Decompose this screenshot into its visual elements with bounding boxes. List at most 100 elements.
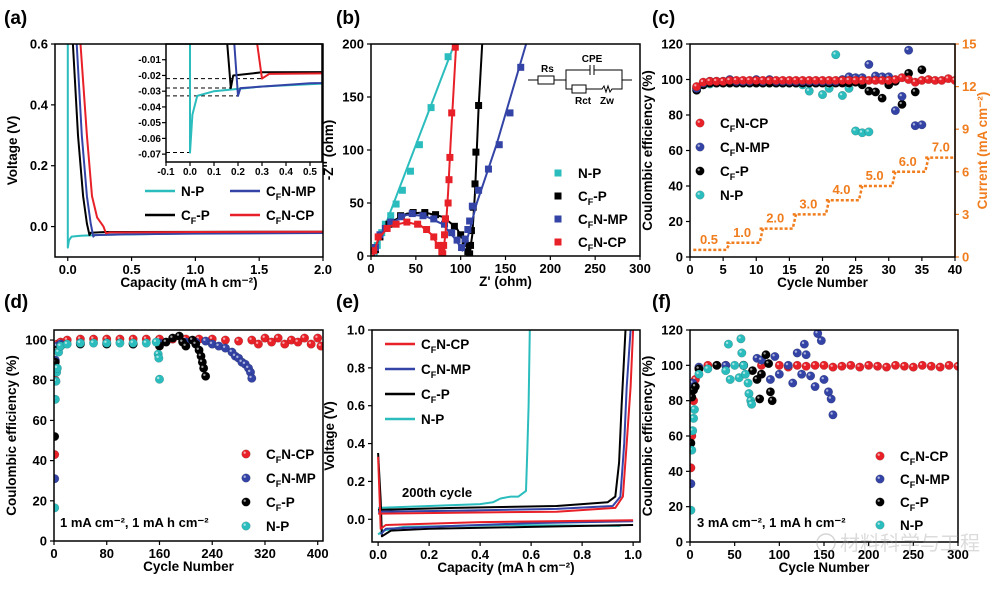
data-point-cfn-cp-highlight	[919, 362, 923, 366]
legend-label-rest: -P	[281, 495, 295, 510]
data-point-cf-p-highlight	[767, 389, 771, 392]
data-point-cfn-mp-highlight	[886, 74, 889, 77]
data-point-cfn-cp-highlight	[694, 84, 697, 87]
data-point-cf-p-highlight	[912, 89, 916, 92]
data-point-cfn-mp-highlight	[794, 350, 798, 353]
data-point-cf-p-highlight	[714, 362, 717, 366]
data-point-n-p	[730, 360, 740, 370]
data-point-cfn-cp-highlight	[866, 362, 869, 366]
data-point-cfn-cp-highlight	[262, 335, 265, 338]
discharge-curve-cfn-cp	[377, 456, 634, 530]
legend-item-n-p: N-P	[554, 166, 601, 181]
data-point-n-p	[703, 364, 713, 374]
legend-label-c: C	[578, 235, 588, 250]
data-point-n-p	[75, 338, 85, 348]
data-point-cfn-cp-highlight	[892, 362, 896, 366]
data-point-cf-p-highlight	[692, 384, 696, 387]
data-point-cfn-cp-highlight	[839, 363, 842, 367]
data-point-n-p-highlight	[56, 349, 59, 353]
data-point-cfn-cp-highlight	[910, 364, 914, 367]
data-point-cfn-mp-highlight	[825, 389, 829, 392]
data-point-cfn-cp	[801, 361, 811, 371]
panel-label: (a)	[4, 8, 27, 29]
x-tick-label: 1.5	[250, 262, 268, 277]
data-point-cfn-cp-highlight	[806, 77, 810, 81]
y-tick-label: 0.0	[347, 512, 365, 527]
plot-area	[377, 330, 635, 538]
current-step-label: 6.0	[899, 154, 917, 169]
data-point-cf-p-highlight	[750, 368, 753, 371]
data-point-cfn-mp	[453, 236, 461, 244]
x-tick-label: 25	[848, 262, 862, 277]
data-point-cfn-cp	[273, 333, 283, 343]
data-point-cfn-cp-highlight	[873, 77, 876, 81]
data-point-n-p-highlight	[736, 375, 740, 378]
x-tick-label: 0.0	[183, 167, 197, 178]
y-tick-label: 100	[342, 143, 364, 158]
plot-area	[54, 331, 323, 513]
legend-label-sub: F	[276, 503, 282, 513]
data-point-cf-p-highlight	[183, 343, 186, 346]
data-point-cf-p-highlight	[176, 333, 180, 336]
legend-dot-swatch-highlight	[243, 523, 246, 526]
resistor-rct	[571, 84, 587, 94]
y-tick-label: -0.07	[138, 150, 161, 161]
legend-item-cf-p: CF-P	[241, 495, 295, 513]
legend-label: CFN-CP	[421, 337, 469, 355]
data-point-cfn-cp-highlight	[77, 336, 81, 339]
y-tick-label: 40	[669, 179, 683, 194]
legend-item-cfn-mp: CFN-MP	[875, 472, 950, 490]
data-point-n-p-highlight	[725, 341, 729, 345]
legend-dot-swatch-highlight	[877, 453, 880, 456]
data-point-cfn-mp	[408, 210, 416, 218]
data-point-cfn-cp	[392, 220, 400, 228]
y-tick-label: 50	[350, 196, 364, 211]
data-point-n-p	[837, 90, 847, 101]
data-point-n-p	[406, 167, 414, 175]
legend-label-rest: -P	[436, 387, 450, 402]
legend-label-sub: F	[910, 503, 916, 513]
data-point-cf-p-highlight	[919, 67, 922, 70]
data-point-cfn-mp-highlight	[249, 375, 252, 379]
legend-label-rest: -P	[735, 164, 749, 179]
x-tick-label: -0.1	[157, 167, 175, 178]
data-point-cfn-cp-highlight	[945, 76, 949, 79]
y-tick-label: 200	[342, 37, 364, 52]
legend-label-c: C	[266, 495, 276, 510]
right-y-tick-label: 15	[962, 37, 976, 52]
data-point-cfn-mp-highlight	[785, 362, 789, 366]
y-axis-title: -Z'' (ohm)	[321, 120, 336, 180]
legend-label-sub: F	[588, 220, 594, 230]
data-point-cf-p	[475, 101, 483, 109]
data-point-cfn-mp	[495, 141, 503, 149]
x-tick-label: 20	[815, 262, 829, 277]
x-tick-label: 0.5	[123, 262, 141, 277]
circuit-label-zw: Zw	[600, 96, 614, 107]
legend-label-sub: F	[431, 370, 437, 380]
data-point-cf-p	[467, 227, 475, 235]
data-point-n-p-highlight	[732, 362, 735, 366]
data-point-n-p	[736, 334, 746, 344]
inset: -0.1 0.0 0.1 0.2 0.3 0.4 0.5 -0.01 -0.02 -0.03 -0.…	[138, 43, 323, 178]
legend-label-rest: N-MP	[593, 212, 628, 227]
data-point-cfn-cp	[774, 360, 784, 370]
data-point-cfn-mp-highlight	[232, 353, 236, 357]
data-point-cfn-mp	[904, 45, 914, 55]
legend-label-c: C	[266, 447, 276, 462]
x-tick-label: 320	[254, 546, 276, 561]
data-point-cfn-cp	[430, 233, 438, 241]
data-point-cfn-cp	[253, 339, 263, 349]
legend-label-rest: N-CP	[915, 449, 948, 464]
legend-label-rest: N-CP	[735, 116, 768, 131]
x-tick-label: 30	[882, 262, 896, 277]
data-point-cfn-mp	[448, 229, 456, 237]
data-point-cfn-cp-highlight	[64, 337, 68, 340]
data-point-cfn-cp-highlight	[236, 338, 239, 341]
data-point-cfn-mp	[464, 226, 472, 233]
data-point-cfn-cp	[441, 215, 449, 223]
data-point-n-p	[54, 376, 61, 386]
data-point-cfn-cp-highlight	[939, 77, 942, 81]
charge-curve-cfn-cp	[378, 330, 635, 515]
watermark: 材料科学与工程	[816, 532, 980, 555]
right-y-tick-label: 0	[962, 250, 969, 265]
